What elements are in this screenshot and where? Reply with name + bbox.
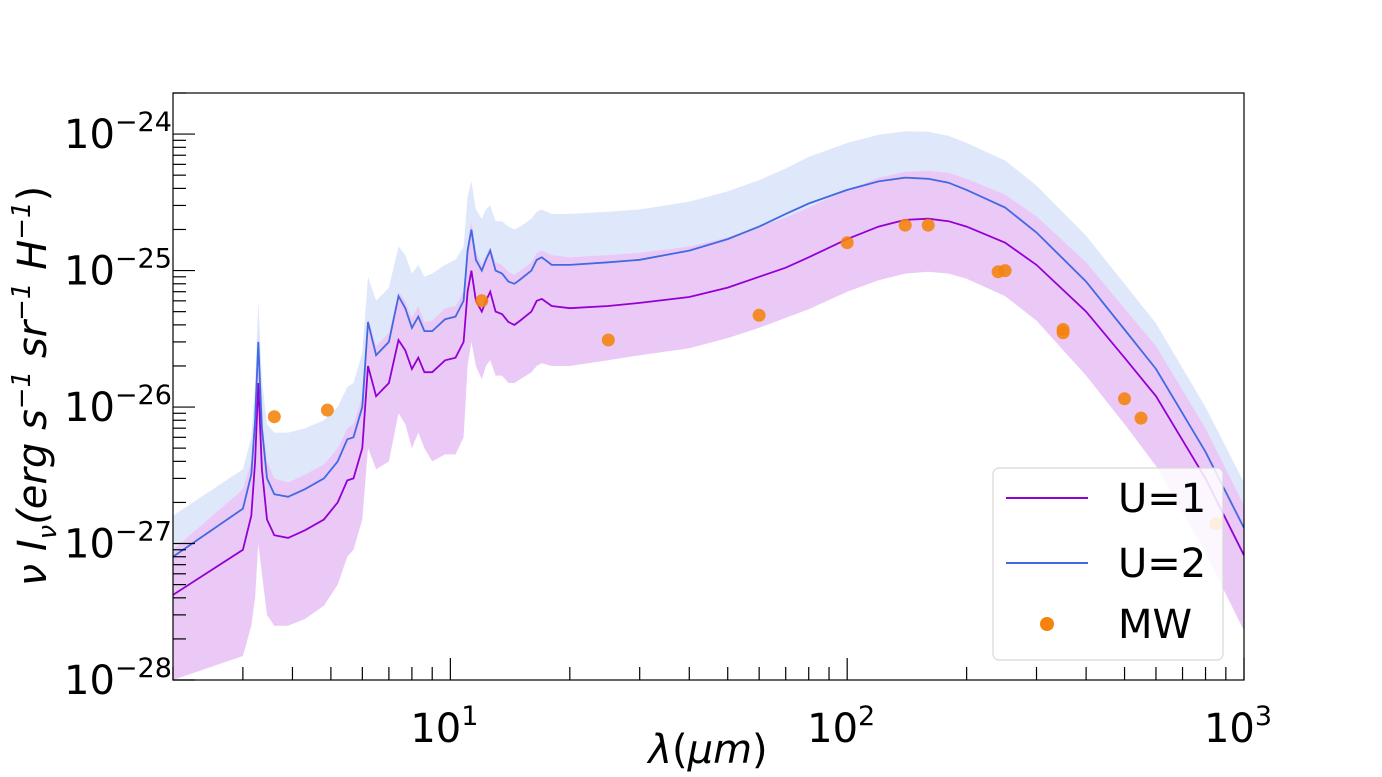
y-tick-label: 10−25: [64, 244, 172, 295]
legend-box: [992, 467, 1224, 661]
tick-labels: 101 102 103 10−28 10−27 10−26 10−25 10−24: [64, 107, 1272, 752]
y-tick-label: 10−28: [64, 653, 172, 704]
legend-swatch: [1040, 617, 1054, 631]
mw-point: [921, 218, 935, 232]
mw-point: [475, 294, 489, 308]
mw-point: [601, 333, 615, 347]
y-axis-label: ν Iν(erg s−1 sr−1 H−1): [7, 186, 63, 586]
series-line-u2: [173, 176, 1244, 558]
mw-point: [898, 218, 912, 232]
legend-label: U=2: [1118, 541, 1206, 587]
y-tick-label: 10−26: [64, 380, 172, 431]
mw-point: [840, 236, 854, 250]
x-tick-label: 102: [807, 701, 875, 752]
legend-item-u1: U=1: [1006, 476, 1206, 522]
legend-label: U=1: [1118, 476, 1206, 522]
band-u2: [173, 131, 1244, 550]
mw-point: [1056, 326, 1070, 340]
legend: U=1 U=2 MW: [992, 467, 1224, 661]
legend-label: MW: [1118, 602, 1192, 648]
x-tick-label: 103: [1204, 701, 1272, 752]
y-tick-label: 10−24: [64, 107, 172, 158]
mw-point: [267, 410, 281, 424]
x-tick-label: 101: [410, 701, 478, 752]
legend-item-mw: MW: [1040, 602, 1192, 648]
axis-ticks: [172, 92, 1245, 681]
x-axis-label: λ(μm): [646, 727, 767, 773]
shaded-bands: [173, 131, 1244, 680]
band-u1: [173, 170, 1244, 680]
mw-point: [1134, 411, 1148, 425]
mw-point: [998, 264, 1012, 278]
mw-point: [1118, 392, 1131, 406]
mw-point: [320, 403, 334, 417]
plot-frame: [172, 92, 1245, 681]
legend-item-u2: U=2: [1006, 541, 1206, 587]
mw-point: [752, 308, 766, 322]
y-tick-label: 10−27: [64, 517, 172, 568]
